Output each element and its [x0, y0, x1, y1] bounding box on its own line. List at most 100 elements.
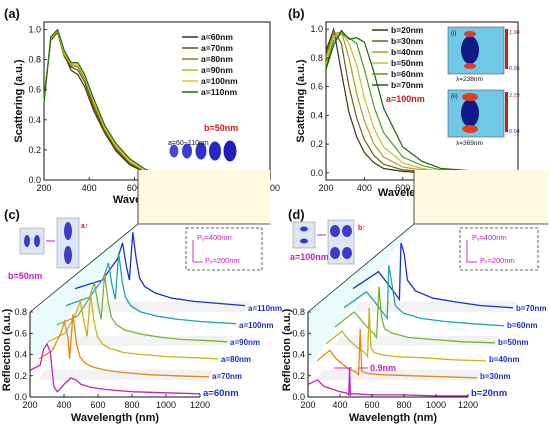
y-tick-label: 0.0	[292, 392, 305, 402]
y-tick-label: 0.8	[310, 53, 323, 63]
x-tick-label: 1200	[190, 400, 210, 410]
series-line-1	[38, 314, 210, 378]
x-tick-label: 200	[300, 400, 315, 410]
panel-c-label: (c)	[4, 207, 20, 222]
y-tick-label: 0.8	[292, 307, 305, 317]
y-tick-label: 0.2	[28, 145, 41, 155]
colorbar-ii	[505, 92, 508, 132]
inset-ii-lambda: λ=369nm	[456, 140, 483, 147]
y-tick-label: 0.0	[310, 168, 323, 178]
x-tick-label: 600	[127, 183, 142, 193]
panel-b-annotation: a=100nm	[386, 94, 425, 104]
y-tick-label: 0.4	[28, 115, 41, 125]
legend-label: a=70nm	[201, 43, 233, 53]
waterfall-band	[48, 352, 224, 363]
series-label-1: b=30nm	[480, 372, 510, 381]
panel-c-sidewall	[30, 224, 138, 368]
panel-a-label: (a)	[4, 6, 20, 21]
colorbar-i	[505, 29, 508, 69]
particle-shape	[342, 225, 352, 237]
y-tick-label: 0.6	[14, 328, 27, 338]
inset-i-label: (i)	[451, 31, 456, 37]
y-tick-label: 0.0	[14, 392, 27, 402]
particle-shape	[24, 235, 30, 247]
panel-c-ticks: 200 400 600 800 1000 1200 0.0 0.2 0.4 0.6 0.8	[14, 307, 210, 410]
legend-label: b=40nm	[391, 47, 424, 57]
panel-d-linewidth-note: 0.9nm	[334, 363, 396, 373]
panel-d-period-box: Pᵧ=400nm Pₓ=200nm	[459, 227, 539, 271]
series-line-0	[307, 367, 468, 397]
y-tick-label: 0.4	[292, 350, 305, 360]
series-label-1: a=70nm	[212, 372, 242, 381]
particle-shape	[300, 226, 308, 232]
panel-c-chart: 200 400 600 800 1000 1200 0.0 0.2 0.4 0.6 0.8 Wave…	[1, 170, 282, 424]
particle-shape	[330, 225, 340, 237]
series-line-1	[43, 31, 270, 181]
panel-c-series	[29, 232, 251, 397]
particle-shape	[342, 247, 352, 259]
series-line-5	[325, 29, 519, 174]
legend-label: b=20nm	[391, 25, 424, 35]
series-label-4: a=100nm	[239, 321, 273, 330]
x-tick-label: 1000	[426, 400, 446, 410]
y-tick-label: 1.0	[28, 25, 41, 35]
y-tick-label: 0.2	[292, 371, 305, 381]
series-label-0: b=20nm	[471, 388, 507, 399]
particle-shape	[223, 140, 237, 162]
inset-ii-min: 0.04	[509, 129, 520, 135]
series-label-5: b=70nm	[516, 304, 546, 313]
panel-a-frame	[43, 21, 271, 181]
panel-d-ylabel: Reflection (a.u.)	[281, 308, 293, 391]
period-frame	[185, 227, 263, 271]
legend-label: b=60nm	[391, 69, 424, 79]
panel-a-ylabel: Scattering (a.u.)	[13, 59, 25, 142]
particle-shape	[209, 141, 221, 161]
legend-label: a=100nm	[201, 76, 238, 86]
panel-d-lattice-inset: b↑	[292, 219, 366, 265]
y-tick-label: 0.8	[28, 55, 41, 65]
series-label-3: a=90nm	[230, 338, 260, 347]
waterfall-band	[344, 318, 510, 329]
inset-i-lambda: λ=238nm	[456, 76, 483, 83]
x-tick-label: 200	[22, 400, 37, 410]
particle-shape	[64, 246, 72, 264]
y-tick-label: 0.8	[14, 307, 27, 317]
series-label-4: b=60nm	[507, 321, 537, 330]
series-line-3	[43, 29, 270, 181]
field-hotspot	[464, 63, 476, 69]
field-hotspot	[462, 93, 478, 101]
field-hotspot	[461, 36, 479, 64]
panel-b-field-inset-ii: (ii) 2.29 0.04 λ=369nm	[447, 89, 520, 147]
unit-cell-large	[56, 217, 80, 269]
panel-b-label: (b)	[288, 6, 305, 21]
particle-shape	[34, 235, 40, 247]
waterfall-band	[75, 301, 251, 312]
field-hotspot	[462, 125, 478, 133]
y-tick-label: 0.6	[28, 85, 41, 95]
panel-d-label: (d)	[288, 207, 305, 222]
series-line-4	[343, 265, 505, 327]
panel-d-xlabel: Wavelength (nm)	[349, 412, 438, 424]
panel-c-series-labels: a=110nm a=100nm a=90nm a=80nm a=70nm a=60nm	[203, 304, 282, 399]
x-tick-label: 600	[395, 183, 410, 193]
waterfall-band	[57, 335, 233, 346]
particle-shape	[330, 247, 340, 259]
panel-d-series-labels: b=70nm b=60nm b=50nm b=40nm b=30nm b=20nm	[471, 304, 546, 399]
panel-d-ticks: 200 400 600 800 1000 1200 0.0 0.2 0.4 0.6 0.8	[292, 307, 478, 410]
y-tick-label: 0.6	[292, 328, 305, 338]
particle-shape	[300, 238, 308, 244]
legend-label: b=30nm	[391, 36, 424, 46]
panel-c-period-box: Pᵧ=400nm Pₓ=200nm	[185, 227, 263, 271]
panel-a-series	[43, 28, 270, 181]
panel-c-ylabel: Reflection (a.u.)	[1, 308, 13, 391]
x-tick-label: 200	[318, 183, 333, 193]
y-tick-label: 0.2	[310, 139, 323, 149]
particle-shape	[64, 222, 72, 240]
inset-ii-label: (ii)	[451, 94, 458, 100]
x-tick-label: 1000	[156, 400, 176, 410]
panel-c-xlabel: Wavelength (nm)	[71, 412, 160, 424]
x-tick-label: 600	[364, 400, 379, 410]
x-tick-label: 600	[90, 400, 105, 410]
